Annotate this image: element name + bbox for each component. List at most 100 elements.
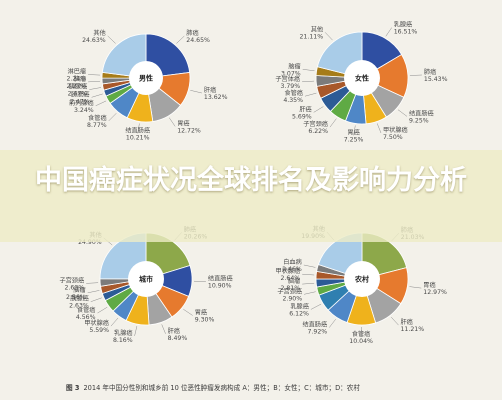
pie-slice-value: 2.24% — [66, 76, 86, 83]
pie-slice-value: 4.56% — [76, 314, 96, 321]
pie-leader-line — [89, 87, 102, 90]
pie-leader-line — [302, 273, 315, 276]
pie-slice-name: 乳腺癌 — [394, 21, 413, 29]
pie-slice-value: 2.47% — [68, 91, 88, 98]
pie-leader-line — [329, 118, 337, 128]
pie-slice-name: 乳腺癌 — [114, 329, 133, 337]
pie-slice-name: 结直肠癌 — [302, 321, 327, 329]
pie-leader-line — [88, 80, 101, 83]
pie-leader-line — [391, 316, 399, 326]
pie-slice-name: 脑瘤 — [288, 277, 300, 285]
pie-slice-name: 肝癌 — [204, 86, 216, 94]
pie-slice-value: 13.62% — [204, 94, 228, 101]
pie-slice-value: 12.97% — [423, 289, 447, 296]
pie-center-label: 女性 — [355, 74, 369, 83]
pie-leader-line — [302, 80, 315, 83]
pie-slice-value: 8.16% — [113, 337, 133, 344]
pie-slice-name: 胰腺癌 — [69, 83, 88, 91]
pie-leader-line — [161, 324, 166, 334]
pie-slice-name: 食管癌 — [77, 306, 96, 314]
pie-slice-value: 24.65% — [186, 37, 210, 44]
pie-slice-value: 2.81% — [281, 285, 301, 292]
pie-leader-line — [168, 117, 176, 127]
pie-center-label: 城市 — [139, 275, 153, 284]
pie-slice-value: 16.51% — [394, 29, 418, 36]
pie-slice-name: 胃癌 — [347, 128, 359, 136]
pie-leader-line — [90, 297, 102, 302]
pie-leader-line — [107, 35, 116, 44]
pie-leader-line — [176, 35, 185, 44]
pie-slice-value: 2.63% — [65, 284, 85, 291]
pie-leader-line — [329, 319, 336, 328]
pie-leader-line — [190, 90, 202, 94]
pie-slice-name: 淋巴瘤 — [68, 68, 87, 76]
pie-slice-value: 7.50% — [383, 134, 403, 141]
pie-leader-line — [95, 100, 107, 107]
pie-chart-rural: 农村肺癌21.03%胃癌12.97%肝癌11.21%食管癌10.04%结直肠癌7… — [275, 225, 447, 345]
pie-slice-name: 胰腺癌 — [70, 295, 89, 303]
pie-slice-value: 9.30% — [195, 317, 215, 324]
pie-leader-line — [86, 282, 99, 284]
pie-slice-name: 甲状腺癌 — [383, 126, 408, 134]
pie-slice-value: 5.69% — [292, 113, 312, 120]
pie-slice-value: 5.59% — [89, 327, 109, 334]
pie-slice-name: 肝癌 — [401, 318, 413, 326]
pie-slice-name: 胃癌 — [177, 119, 189, 127]
pie-leader-line — [324, 32, 333, 41]
pie-slice-name: 结直肠癌 — [409, 109, 434, 117]
pie-leader-line — [409, 286, 422, 289]
pie-slice-value: 7.25% — [344, 136, 364, 143]
pie-chart-urban: 城市肺癌20.26%结直肠癌10.90%胃癌9.30%肝癌8.49%乳腺癌8.1… — [59, 225, 232, 344]
pie-slice-value: 2.47% — [70, 98, 90, 105]
pie-slice-value: 11.21% — [401, 326, 425, 333]
pie-slice-value: 12.72% — [177, 127, 201, 134]
pie-leader-line — [302, 282, 315, 285]
pie-leader-line — [108, 113, 117, 122]
pie-leader-line — [302, 69, 315, 72]
pie-slice-value: 9.25% — [409, 117, 429, 124]
pie-leader-line — [183, 308, 193, 316]
pie-slice-name: 白血病 — [283, 258, 302, 266]
pie-leader-line — [91, 93, 103, 98]
pie-leader-line — [376, 123, 382, 134]
pie-center-label: 农村 — [354, 275, 369, 284]
pie-slice-value: 10.21% — [126, 134, 150, 141]
pie-leader-line — [97, 306, 108, 314]
pie-leader-line — [87, 290, 100, 294]
pie-leader-line — [137, 123, 140, 134]
pie-leader-line — [134, 326, 138, 336]
title-banner — [0, 150, 502, 242]
banner-title: 中国癌症状况全球排名及影响力分析 — [35, 165, 467, 196]
pie-slice-name: 脑瘤 — [73, 286, 85, 294]
pie-slice-name: 子宫颈癌 — [303, 120, 328, 128]
pie-slice-name: 食管癌 — [88, 114, 107, 122]
pie-slice-value: 2.90% — [282, 295, 302, 302]
pie-slice-name: 食管癌 — [284, 89, 303, 97]
pie-slice-name: 甲状腺癌 — [275, 267, 300, 275]
pie-slice-name: 肺癌 — [186, 29, 198, 37]
pie-slice-name: 其他 — [311, 25, 323, 33]
pie-slice-name: 其他 — [93, 29, 105, 37]
pie-slice-value: 10.90% — [208, 283, 232, 290]
pie-center-hole — [344, 261, 380, 297]
pie-slice-value: 8.77% — [87, 122, 107, 129]
pie-slice-name: 子宫颈癌 — [277, 287, 302, 295]
pie-leader-line — [385, 27, 392, 37]
pie-slice-value: 4.35% — [283, 97, 303, 104]
pie-slice-name: 脑瘤 — [288, 62, 300, 70]
pie-slice-value: 2.46% — [282, 266, 302, 273]
pie-leader-line — [88, 74, 101, 76]
pie-center-hole — [128, 261, 164, 297]
pie-leader-line — [397, 109, 408, 117]
pie-slice-value: 21.11% — [300, 33, 324, 40]
pie-slice-value: 10.04% — [349, 338, 373, 345]
pie-slice-value: 3.24% — [74, 107, 94, 114]
pie-slice-value: 7.92% — [308, 329, 328, 336]
caption-figure-number: 图 3 — [66, 384, 80, 392]
pie-leader-line — [304, 92, 317, 97]
pie-slice-value: 24.90% — [78, 239, 102, 246]
pie-slice-value: 15.43% — [424, 76, 448, 83]
pie-leader-line — [304, 291, 316, 295]
